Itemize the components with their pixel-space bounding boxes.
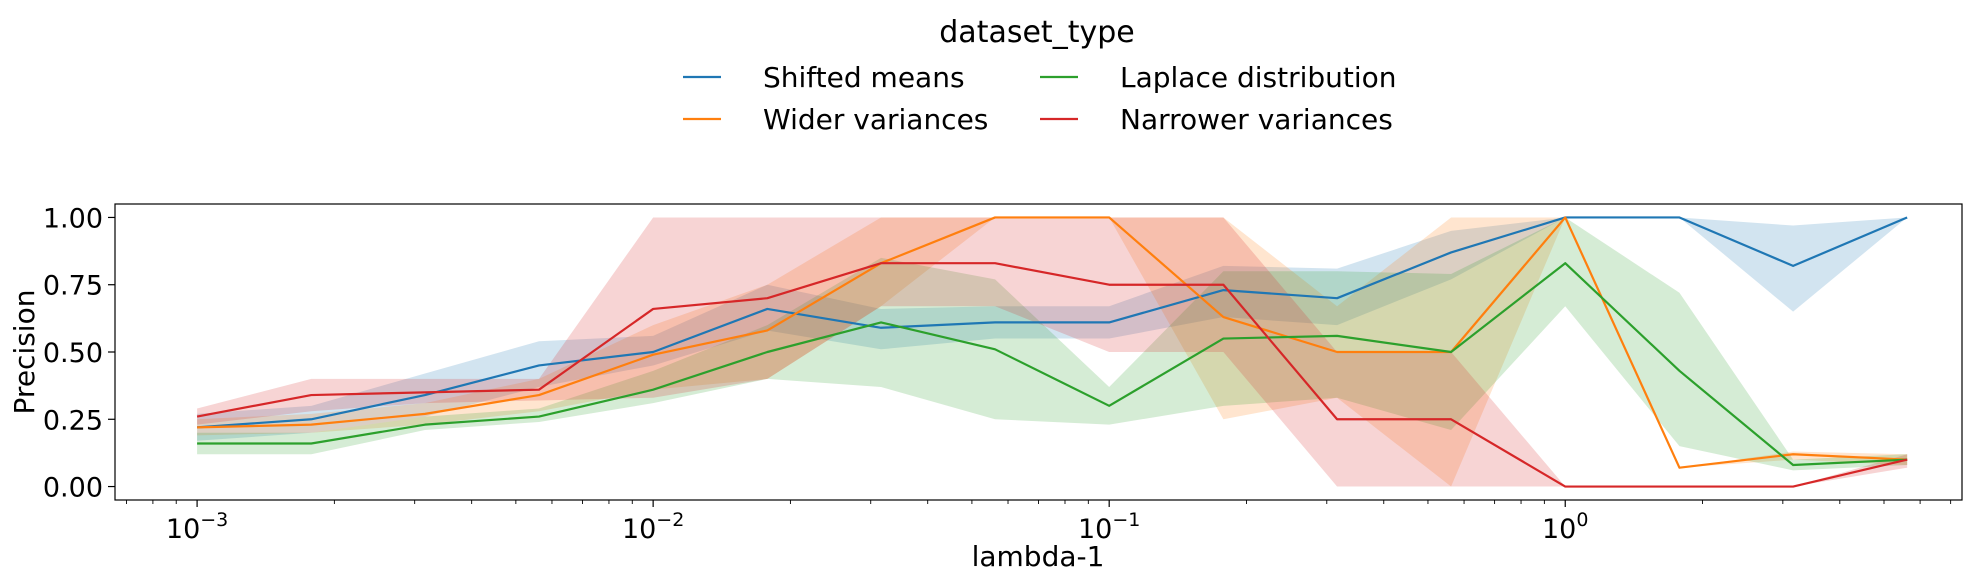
legend-item-2: Laplace distribution — [1040, 61, 1397, 94]
band-series-1 — [197, 217, 1908, 487]
y-tick-label-4: 1.00 — [43, 203, 103, 234]
line-series-3 — [196, 262, 1908, 488]
line-series-1 — [197, 216, 1908, 469]
y-tick-label-3: 0.75 — [43, 271, 103, 302]
x-tick-label-2: 10−1 — [1078, 509, 1140, 545]
line-series-2 — [197, 262, 1908, 467]
y-tick-label-2: 0.50 — [43, 338, 103, 369]
legend: dataset_type Shifted means Wider variance… — [683, 15, 1397, 136]
legend-title: dataset_type — [939, 15, 1134, 50]
x-tick-label-0: 10−3 — [166, 509, 228, 545]
legend-label-2: Laplace distribution — [1120, 61, 1397, 94]
y-tick-label-1: 0.25 — [43, 405, 103, 436]
legend-label-1: Wider variances — [763, 103, 988, 136]
legend-item-3: Narrower variances — [1040, 103, 1393, 136]
series-lines — [196, 216, 1908, 488]
band-series-3 — [197, 217, 1908, 487]
band-series-2 — [197, 217, 1908, 471]
y-axis-label: Precision — [8, 290, 41, 415]
x-axis-label: lambda-1 — [972, 540, 1105, 573]
y-tick-label-0: 0.00 — [43, 473, 103, 504]
line-series-0 — [197, 216, 1908, 429]
x-tick-label-3: 100 — [1542, 509, 1588, 545]
x-axis: 10−3 10−2 10−1 100 — [125, 500, 1952, 545]
legend-item-1: Wider variances — [683, 103, 988, 136]
x-tick-label-1: 10−2 — [622, 509, 684, 545]
legend-label-3: Narrower variances — [1120, 103, 1393, 136]
band-series-0 — [197, 217, 1908, 441]
y-axis: 0.00 0.25 0.50 0.75 1.00 — [43, 203, 115, 504]
confidence-bands — [197, 217, 1908, 487]
legend-label-0: Shifted means — [763, 61, 965, 94]
legend-item-0: Shifted means — [683, 61, 965, 94]
